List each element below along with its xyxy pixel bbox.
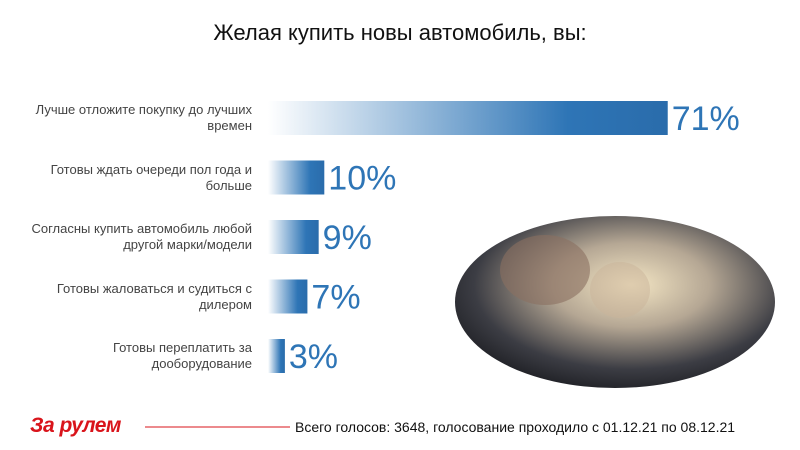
logo: За рулем [30,414,121,437]
category-label: Готовы жаловаться и судиться с дилером [56,280,252,312]
photo-person [590,262,650,318]
chart-title: Желая купить новы автомобиль, вы: [213,20,587,45]
value-label: 10% [328,160,396,198]
category-label: Согласны купить автомобиль любой другой … [31,221,252,252]
bar [268,220,319,254]
category-label: Готовы ждать очереди пол года и больше [50,161,252,193]
category-label: Готовы переплатить за дооборудование [112,340,252,371]
value-label: 7% [311,279,360,317]
footnote: Всего голосов: 3648, голосование проходи… [295,419,736,435]
value-label: 3% [289,338,338,376]
bar [268,160,325,195]
bar [268,101,668,135]
value-label: 9% [323,219,372,257]
bar [268,279,308,314]
category-label: Лучше отложите покупку до лучших времен [35,102,252,133]
bar [268,339,285,373]
photo-person [500,235,590,305]
value-label: 71% [672,100,740,138]
